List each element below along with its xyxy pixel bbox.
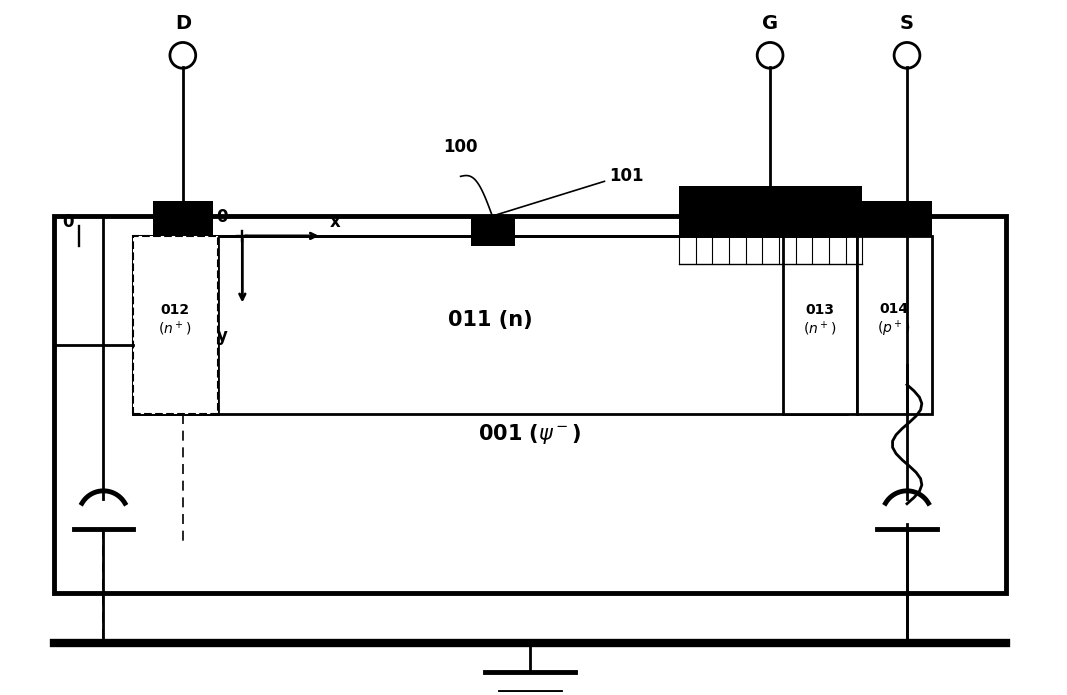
Bar bbox=[783, 236, 858, 414]
Bar bbox=[783, 201, 931, 236]
Text: y: y bbox=[217, 327, 227, 345]
Bar bbox=[133, 236, 847, 414]
Bar bbox=[133, 236, 218, 414]
Text: 011 (n): 011 (n) bbox=[448, 310, 532, 330]
Text: 100: 100 bbox=[443, 138, 478, 156]
Text: 0: 0 bbox=[216, 208, 227, 226]
Bar bbox=[133, 236, 218, 414]
Text: 101: 101 bbox=[609, 167, 643, 186]
Bar bbox=[53, 216, 1006, 593]
Bar bbox=[153, 201, 212, 236]
Bar bbox=[471, 216, 515, 246]
Text: x: x bbox=[330, 213, 340, 231]
Text: 012
$(n^+)$: 012 $(n^+)$ bbox=[158, 302, 192, 338]
Text: D: D bbox=[175, 13, 191, 33]
Text: 001 ($\psi^-$): 001 ($\psi^-$) bbox=[478, 423, 582, 446]
Text: 0: 0 bbox=[62, 213, 74, 231]
Bar bbox=[679, 186, 862, 236]
Text: 014
$(p^+)$: 014 $(p^+)$ bbox=[877, 302, 911, 339]
Text: 013
$(n^+)$: 013 $(n^+)$ bbox=[803, 302, 837, 338]
Bar bbox=[858, 236, 931, 414]
Text: S: S bbox=[899, 13, 914, 33]
Text: G: G bbox=[762, 13, 778, 33]
